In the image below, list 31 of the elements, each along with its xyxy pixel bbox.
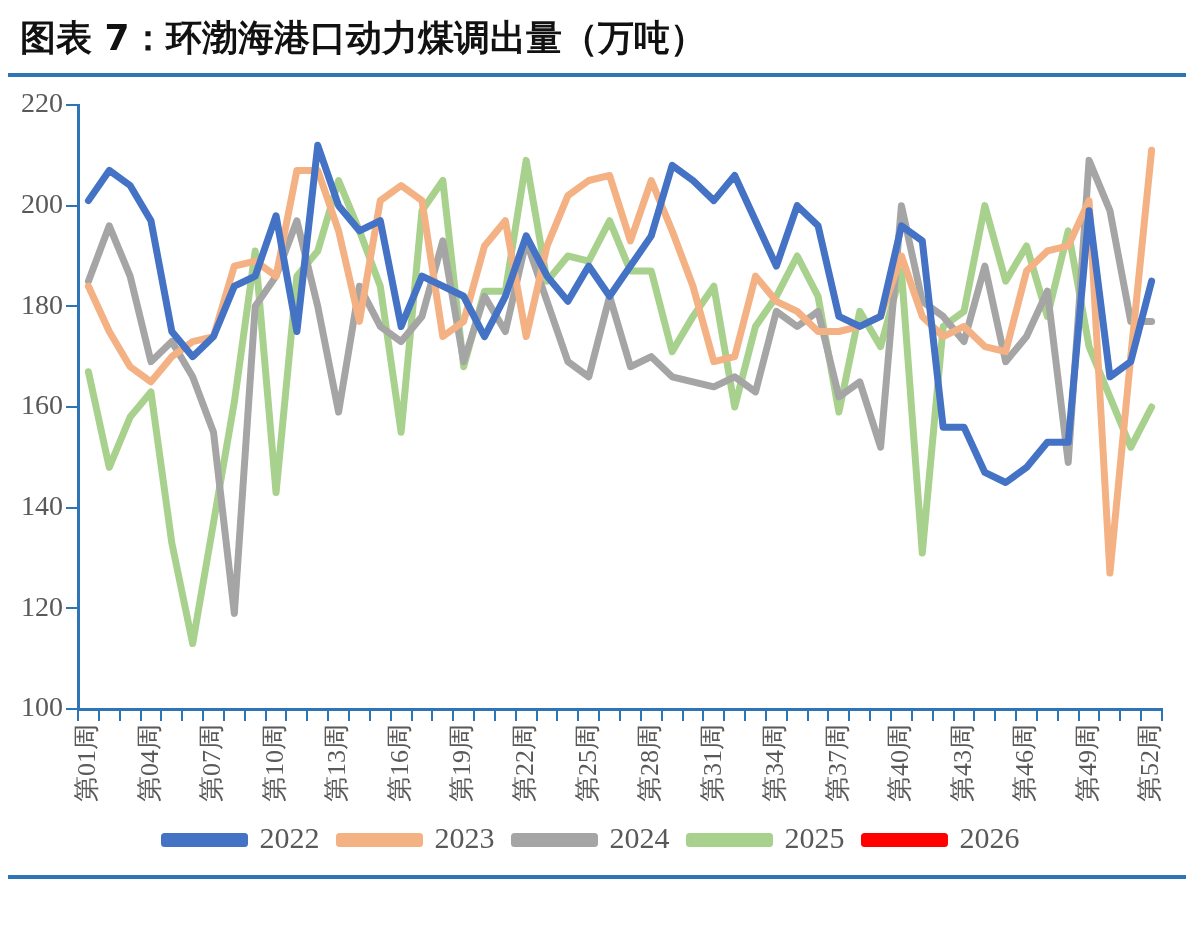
y-tick-label: 180 xyxy=(21,288,63,320)
legend-label: 2025 xyxy=(784,820,845,854)
legend-label: 2024 xyxy=(609,820,670,854)
x-tick-label: 第52周 xyxy=(1135,724,1165,802)
x-tick-label: 第01周 xyxy=(72,724,102,802)
y-tick-label: 200 xyxy=(21,188,63,220)
x-tick-label: 第40周 xyxy=(885,724,915,802)
x-tick-label: 第07周 xyxy=(197,724,227,802)
legend-label: 2022 xyxy=(259,820,320,854)
legend-label: 2026 xyxy=(959,820,1020,854)
legend-label: 2023 xyxy=(434,820,495,854)
x-tick-label: 第04周 xyxy=(134,724,164,802)
x-tick-label: 第22周 xyxy=(510,724,540,802)
x-tick-label: 第25周 xyxy=(572,724,602,802)
chart-title: 图表 7：环渤海港口动力煤调出量（万吨） xyxy=(8,8,1186,77)
x-tick-label: 第16周 xyxy=(384,724,414,802)
x-tick-label: 第13周 xyxy=(322,724,352,802)
x-tick-label: 第43周 xyxy=(947,724,977,802)
x-tick-label: 第37周 xyxy=(822,724,852,802)
x-tick-label: 第34周 xyxy=(760,724,790,802)
y-tick-label: 220 xyxy=(21,87,63,119)
x-tick-label: 第28周 xyxy=(635,724,665,802)
y-tick-label: 100 xyxy=(21,691,63,723)
x-tick-label: 第19周 xyxy=(447,724,477,802)
x-tick-label: 第10周 xyxy=(259,724,289,802)
x-tick-label: 第46周 xyxy=(1010,724,1040,802)
y-tick-label: 120 xyxy=(21,590,63,622)
x-tick-label: 第31周 xyxy=(697,724,727,802)
y-tick-label: 160 xyxy=(21,389,63,421)
y-tick-label: 140 xyxy=(21,490,63,522)
x-tick-label: 第49周 xyxy=(1072,724,1102,802)
